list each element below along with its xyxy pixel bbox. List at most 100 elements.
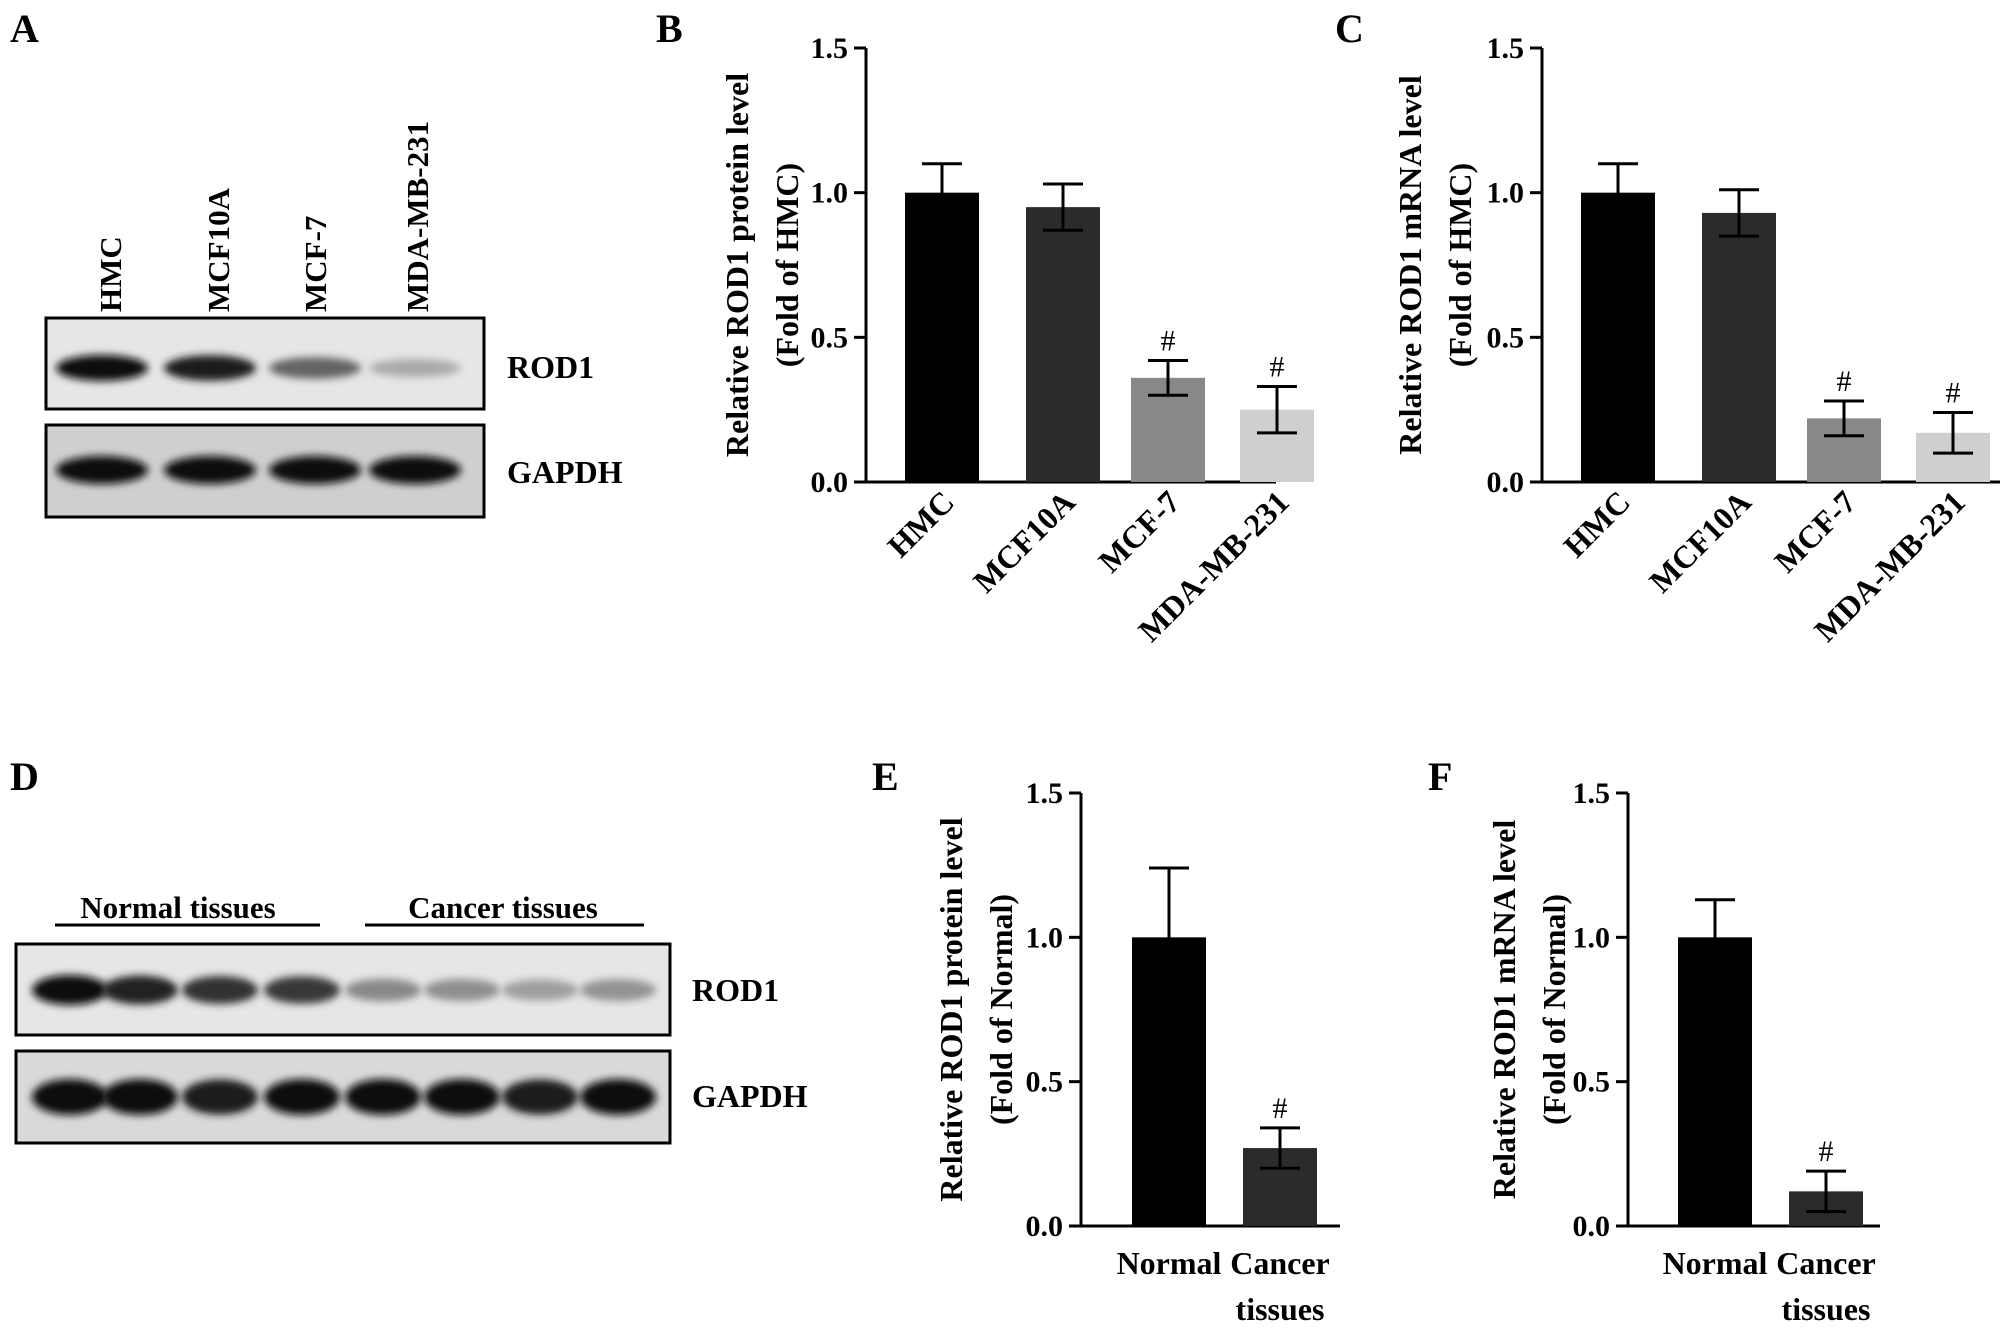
bar-c-1 [1581, 192, 1655, 482]
y-axis-title-b: Relative ROD1 protein level [719, 73, 755, 457]
y-tick-label-e-1: 0.5 [1026, 1066, 1064, 1099]
blot-a-gapdh-band-3 [269, 456, 361, 484]
blot-d-gapdh-band-3 [182, 1079, 258, 1115]
blot-d-rod1-bands [32, 975, 656, 1005]
blot-d-gapdh-band-2 [102, 1079, 178, 1115]
band-label-rod1-a: ROD1 [507, 349, 594, 385]
x-tick-label-f-2: Cancer tissues [1776, 1245, 1876, 1327]
y-tick-label-c-3: 1.5 [1487, 32, 1525, 65]
blot-a-rod1-band-4 [369, 359, 461, 377]
error-bar-c-4 [1933, 411, 1973, 455]
y-tick-label-e-0: 0.0 [1026, 1210, 1064, 1243]
y-tick-label-e-3: 1.5 [1026, 777, 1064, 810]
x-tick-label-c-1: HMC [1556, 483, 1637, 564]
blot-a-rod1-band-3 [269, 357, 361, 379]
x-tick-label-e-1: Normal [1117, 1245, 1222, 1281]
error-bar-f-2 [1806, 1169, 1846, 1214]
blot-a-gapdh-band-1 [56, 456, 148, 484]
y-tick-label-e-2: 1.0 [1026, 921, 1064, 954]
error-bar-e-2 [1260, 1126, 1300, 1170]
error-bar-b-4 [1257, 385, 1297, 435]
blot-d-gapdh-band-6 [424, 1079, 500, 1115]
blot-d-rod1-band-8 [580, 979, 656, 1001]
x-tick-label-c-3: MCF-7 [1767, 483, 1863, 579]
error-bar-e-1 [1149, 866, 1189, 1009]
group-label-normal: Normal tissues [80, 890, 275, 925]
error-bar-c-1 [1598, 162, 1638, 224]
y-tick-label-f-0: 0.0 [1573, 1210, 1611, 1243]
lane-label-hmc: HMC [93, 236, 128, 312]
blot-a-gapdh-band-4 [369, 456, 461, 484]
panel-letter-c: C [1335, 6, 1364, 51]
lane-label-mcf10a: MCF10A [201, 187, 236, 312]
x-tick-label-f-1: Normal [1663, 1245, 1768, 1281]
y-axis-subtitle-f: (Fold of Normal) [1536, 894, 1572, 1125]
x-tick-label-b-2: MCF10A [966, 483, 1082, 599]
x-tick-label-b-1: HMC [880, 483, 961, 564]
panel-letter-b: B [656, 6, 683, 51]
y-tick-label-f-1: 0.5 [1573, 1066, 1611, 1099]
blot-a-rod1-bands [56, 355, 461, 381]
significance-mark-b-4: # [1270, 351, 1285, 384]
chart-f: F 0.0 0.5 1.0 1.5 Relative ROD1 mRNA level (Fo… [1428, 754, 1880, 1327]
blot-d-rod1-band-2 [102, 975, 178, 1005]
group-label-cancer: Cancer tissues [408, 890, 598, 925]
error-bar-f-1 [1695, 898, 1735, 977]
blot-a-gapdh-bands [56, 456, 461, 484]
lane-label-mda-mb-231: MDA-MB-231 [400, 121, 435, 312]
blot-d-rod1-band-5 [345, 978, 421, 1002]
blot-d-gapdh-band-5 [345, 1079, 421, 1115]
bar-f-1 [1678, 937, 1752, 1226]
y-tick-label-b-1: 0.5 [811, 321, 849, 354]
y-tick-label-b-0: 0.0 [811, 466, 849, 499]
x-tick-label-c-2: MCF10A [1642, 483, 1758, 599]
blot-d-rod1-band-4 [264, 976, 340, 1004]
band-label-rod1-d: ROD1 [692, 972, 779, 1008]
y-tick-label-c-0: 0.0 [1487, 466, 1525, 499]
panel-letter-d: D [10, 754, 39, 799]
significance-mark-f-2: # [1819, 1135, 1834, 1168]
blot-a-rod1-band-1 [56, 355, 148, 381]
y-axis-subtitle-b: (Fold of HMC) [769, 163, 805, 367]
y-tick-label-b-3: 1.5 [811, 32, 849, 65]
significance-mark-b-3: # [1161, 324, 1176, 357]
error-bar-c-3 [1824, 399, 1864, 438]
x-tick-label-b-3: MCF-7 [1091, 483, 1187, 579]
y-axis-title-c: Relative ROD1 mRNA level [1392, 75, 1428, 455]
blot-d-rod1-band-7 [502, 979, 578, 1001]
y-axis-title-e: Relative ROD1 protein level [933, 817, 969, 1201]
error-bar-b-2 [1043, 182, 1083, 232]
chart-e: E 0.0 0.5 1.0 1.5 Relative ROD1 protein level… [872, 754, 1340, 1327]
significance-mark-c-3: # [1837, 365, 1852, 398]
blot-d-gapdh-band-7 [502, 1079, 578, 1115]
blot-a-gapdh-band-2 [164, 456, 256, 484]
y-tick-label-c-1: 0.5 [1487, 321, 1525, 354]
y-tick-label-c-2: 1.0 [1487, 177, 1525, 210]
panel-a: A HMC MCF10A MCF-7 MDA-MB-231 ROD1 GAPDH [10, 6, 623, 519]
bar-c-2 [1702, 212, 1776, 483]
y-axis-subtitle-c: (Fold of HMC) [1442, 163, 1478, 367]
blot-d-gapdh-band-1 [32, 1079, 108, 1115]
bar-b-1 [905, 192, 979, 482]
y-tick-label-b-2: 1.0 [811, 177, 849, 210]
panel-letter-e: E [872, 754, 899, 799]
blot-d-rod1-band-1 [32, 975, 108, 1005]
y-axis-subtitle-e: (Fold of Normal) [983, 894, 1019, 1125]
y-tick-label-f-2: 1.0 [1573, 921, 1611, 954]
error-bar-b-3 [1148, 358, 1188, 397]
y-tick-label-f-3: 1.5 [1573, 777, 1611, 810]
chart-b: B 0.0 0.5 1.0 1.5 Relative ROD1 protein level… [656, 6, 1314, 648]
error-bar-c-2 [1719, 188, 1759, 238]
chart-c: C 0.0 0.5 1.0 1.5 Relative ROD1 mRNA level (Fo… [1335, 6, 2000, 648]
significance-mark-e-2: # [1273, 1092, 1288, 1125]
lane-label-mcf7: MCF-7 [298, 216, 333, 312]
blot-d-gapdh-bands [32, 1079, 656, 1115]
blot-d-gapdh-band-8 [580, 1079, 656, 1115]
band-label-gapdh-d: GAPDH [692, 1078, 808, 1114]
blot-d-rod1-band-3 [182, 976, 258, 1004]
panel-letter-f: F [1428, 754, 1452, 799]
x-tick-label-e-2: Cancer tissues [1230, 1245, 1330, 1327]
error-bar-b-1 [922, 162, 962, 224]
